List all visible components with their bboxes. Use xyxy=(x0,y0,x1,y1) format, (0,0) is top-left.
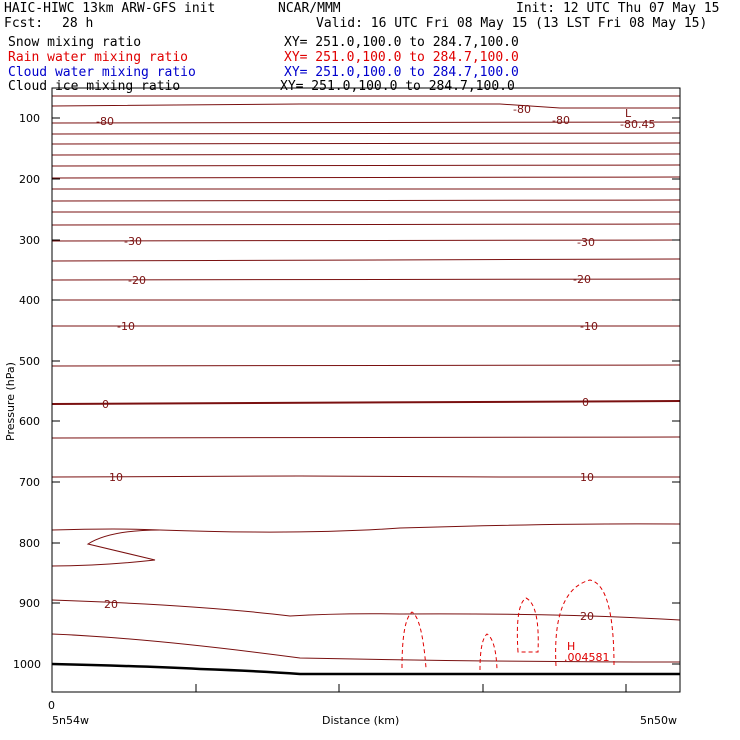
y-tick-marks xyxy=(52,117,680,665)
rain-water-contours xyxy=(401,579,615,671)
rain-max-label: .004581 xyxy=(564,651,610,664)
y-tick-label: 900 xyxy=(19,597,40,610)
contour-line xyxy=(51,475,680,478)
y-tick-label: 800 xyxy=(19,537,40,550)
contour-line xyxy=(51,239,681,242)
contour-line xyxy=(51,529,161,567)
contour-line xyxy=(51,258,681,262)
y-tick-label: 1000 xyxy=(13,658,41,671)
contour-label: -20 xyxy=(573,273,591,286)
contour-label: -30 xyxy=(124,235,142,248)
terrain-surface xyxy=(51,662,680,676)
x-right-endpoint: 5n50w xyxy=(640,714,677,727)
contour-line xyxy=(51,199,681,202)
contour-line xyxy=(51,103,680,109)
plot-frame xyxy=(51,87,681,693)
y-tick-label: 300 xyxy=(19,234,40,247)
temperature-contours xyxy=(51,95,681,663)
contour-label: 20 xyxy=(104,598,118,611)
y-tick-label: 600 xyxy=(19,415,40,428)
contour-line xyxy=(51,142,681,145)
field-snow-name: Snow mixing ratio xyxy=(8,35,142,50)
contour-label: -30 xyxy=(577,236,595,249)
contour-line xyxy=(51,164,681,167)
contour-label: 0 xyxy=(102,398,109,411)
contour-line xyxy=(51,223,681,226)
contour-line xyxy=(51,121,681,124)
contour-label: 10 xyxy=(109,471,123,484)
contour-line xyxy=(51,153,681,156)
model-title: HAIC-HIWC 13km ARW-GFS init xyxy=(4,1,216,16)
y-tick-label: 200 xyxy=(19,173,40,186)
y-tick-label: 500 xyxy=(19,355,40,368)
x-axis-title: Distance (km) xyxy=(322,714,399,727)
contour-line xyxy=(51,278,681,281)
contour-label: -80 xyxy=(513,103,531,116)
x-tick-marks xyxy=(195,684,627,692)
rain-contour xyxy=(516,597,539,653)
field-cloudice-name: Cloud ice mixing ratio xyxy=(8,79,181,94)
field-cloudice-xy: XY= 251.0,100.0 to 284.7,100.0 xyxy=(280,79,515,94)
high-marker: H xyxy=(567,640,575,653)
contour-label: -10 xyxy=(117,320,135,333)
rain-contour xyxy=(401,611,427,669)
y-tick-label: 700 xyxy=(19,476,40,489)
field-rain-xy: XY= 251.0,100.0 to 284.7,100.0 xyxy=(284,50,519,65)
field-snow-xy: XY= 251.0,100.0 to 284.7,100.0 xyxy=(284,35,519,50)
contour-label: -10 xyxy=(580,320,598,333)
contour-label: 20 xyxy=(580,610,594,623)
contour-line xyxy=(51,364,681,367)
contour-line xyxy=(51,176,681,179)
contour-label: 10 xyxy=(580,471,594,484)
forecast-hours: 28 h xyxy=(62,16,94,31)
field-cloudwater-name: Cloud water mixing ratio xyxy=(8,65,196,80)
contour-label: -20 xyxy=(128,274,146,287)
contour-line xyxy=(51,633,681,663)
contour-line xyxy=(51,523,681,533)
contour-label: -80 xyxy=(96,115,114,128)
y-axis-title: Pressure (hPa) xyxy=(4,362,17,441)
rain-contour xyxy=(555,579,615,667)
low-marker: L xyxy=(625,107,632,120)
init-time: Init: 12 UTC Thu 07 May 15 xyxy=(516,1,720,16)
contour-line xyxy=(51,400,681,405)
field-rain-name: Rain water mixing ratio xyxy=(8,50,189,65)
contour-line xyxy=(51,599,681,621)
agency-label: NCAR/MMM xyxy=(278,1,341,16)
contour-line xyxy=(51,436,681,439)
y-tick-label: 100 xyxy=(19,112,40,125)
contour-label: 0 xyxy=(582,396,589,409)
contour-label: -80 xyxy=(552,114,570,127)
field-cloudwater-xy: XY= 251.0,100.0 to 284.7,100.0 xyxy=(284,65,519,80)
forecast-label: Fcst: xyxy=(4,16,44,31)
x-origin-label: 0 xyxy=(48,699,55,712)
y-tick-label: 400 xyxy=(19,294,40,307)
valid-time: Valid: 16 UTC Fri 08 May 15 (13 LST Fri … xyxy=(316,16,708,31)
x-left-endpoint: 5n54w xyxy=(52,714,89,727)
rain-contour xyxy=(479,633,498,671)
contour-label: -80.45 xyxy=(620,118,655,131)
contour-line xyxy=(51,132,681,135)
